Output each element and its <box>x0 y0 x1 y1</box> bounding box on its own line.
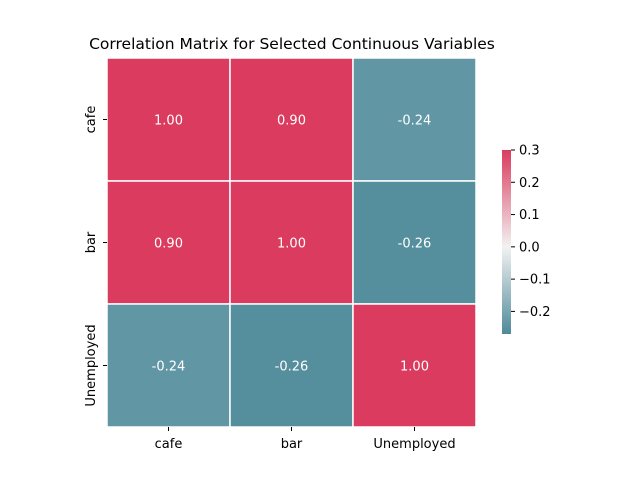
colorbar-tick-label: 0.0 <box>519 240 540 255</box>
heatmap-cells <box>106 57 477 428</box>
colorbar-gradient <box>502 150 511 334</box>
x-tick-label: cafe <box>155 437 183 452</box>
heatmap-cell <box>229 180 354 305</box>
y-tick-label: bar <box>84 231 99 253</box>
heatmap-cell <box>106 180 231 305</box>
heatmap-cell <box>229 57 354 182</box>
heatmap-cell-labels: 1.00 0.90 -0.24 0.90 1.00 -0.26 -0.24 -0.26 1.00 <box>152 114 432 375</box>
heatmap-cell <box>106 57 231 182</box>
heatmap-cell <box>229 303 354 428</box>
cell-value-label: 1.00 <box>400 360 429 375</box>
cell-value-label: -0.26 <box>275 360 309 375</box>
cell-value-label: 0.90 <box>154 237 183 252</box>
y-axis: cafe bar Unemployed <box>84 106 107 407</box>
heatmap-cell <box>352 57 477 182</box>
cell-value-label: 1.00 <box>277 237 306 252</box>
cell-value-label: -0.26 <box>398 237 432 252</box>
cell-value-label: -0.24 <box>398 114 432 129</box>
y-tick-label: cafe <box>84 106 99 134</box>
chart-title: Correlation Matrix for Selected Continuo… <box>89 35 495 53</box>
colorbar: 0.3 0.2 0.1 0.0 −0.1 −0.2 <box>502 144 551 334</box>
x-tick-label: Unemployed <box>373 437 455 452</box>
x-tick-label: bar <box>281 437 303 452</box>
colorbar-tick-label: 0.3 <box>519 144 540 159</box>
colorbar-tick-label: 0.2 <box>519 176 540 191</box>
cell-value-label: 0.90 <box>277 114 306 129</box>
heatmap-cell <box>352 180 477 305</box>
x-axis: cafe bar Unemployed <box>155 427 456 452</box>
colorbar-tick-label: −0.1 <box>519 273 551 288</box>
cell-value-label: -0.24 <box>152 360 186 375</box>
cell-value-label: 1.00 <box>154 114 183 129</box>
colorbar-tick-label: 0.1 <box>519 208 540 223</box>
y-tick-label: Unemployed <box>84 324 99 406</box>
colorbar-tick-label: −0.2 <box>519 305 551 320</box>
